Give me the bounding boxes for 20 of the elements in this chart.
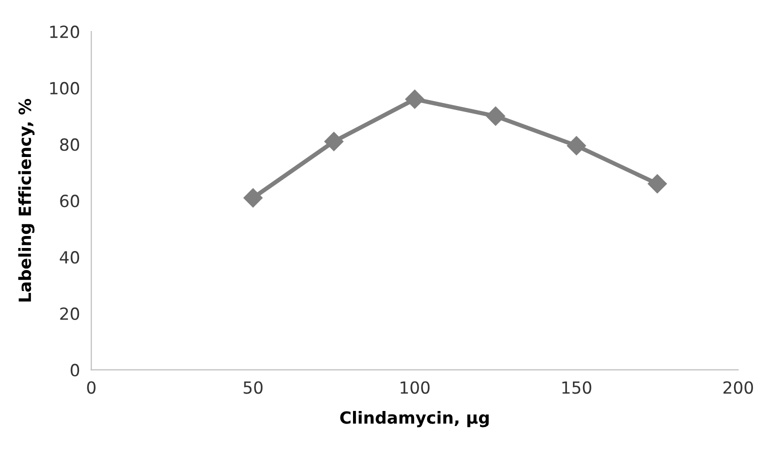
point bbox=[566, 136, 586, 156]
point bbox=[486, 106, 506, 126]
y-tick-label: 80 bbox=[60, 138, 80, 151]
y-tick-label: 40 bbox=[60, 251, 80, 264]
y-tick-label: 20 bbox=[60, 307, 80, 320]
point bbox=[648, 174, 667, 194]
x-tick-label: 200 bbox=[723, 381, 753, 394]
y-tick-label: 100 bbox=[50, 82, 80, 95]
y-tick-label: 60 bbox=[60, 194, 80, 208]
point bbox=[244, 188, 263, 208]
y-tick-label: 120 bbox=[50, 26, 80, 38]
x-axis-title: Clindamycin, µg bbox=[340, 410, 489, 428]
x-tick-label: 0 bbox=[87, 381, 96, 394]
point bbox=[324, 132, 344, 152]
y-tick-label: 0 bbox=[70, 364, 80, 376]
x-tick-label: 50 bbox=[244, 381, 263, 394]
y-axis-title: Labeling Efficiency, % bbox=[18, 98, 35, 302]
point bbox=[405, 90, 424, 109]
x-tick-label: 100 bbox=[400, 381, 430, 394]
x-tick-label: 150 bbox=[562, 381, 592, 394]
